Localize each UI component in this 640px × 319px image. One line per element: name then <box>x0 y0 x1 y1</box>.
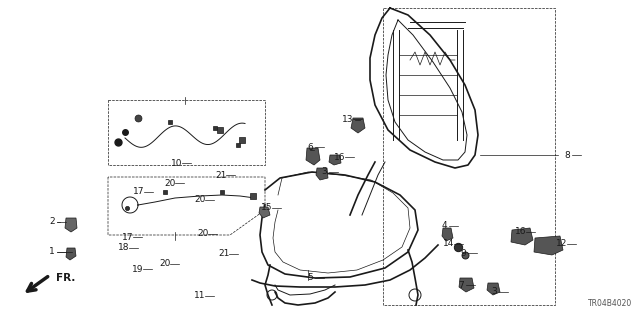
Text: 19: 19 <box>132 264 144 273</box>
Text: 16: 16 <box>515 227 527 236</box>
Text: 9: 9 <box>460 249 466 257</box>
Text: 21: 21 <box>215 170 227 180</box>
Polygon shape <box>487 283 500 295</box>
Text: 17: 17 <box>122 233 134 241</box>
Polygon shape <box>511 228 533 245</box>
Text: 10: 10 <box>172 159 183 167</box>
Text: 12: 12 <box>556 240 568 249</box>
Polygon shape <box>66 248 76 260</box>
Polygon shape <box>329 155 341 165</box>
Text: 21: 21 <box>218 249 230 258</box>
Text: 1: 1 <box>49 248 55 256</box>
Text: 20: 20 <box>195 196 205 204</box>
Polygon shape <box>442 228 453 241</box>
Text: 6: 6 <box>307 143 313 152</box>
Text: 5: 5 <box>307 273 313 283</box>
Text: FR.: FR. <box>56 273 76 283</box>
Polygon shape <box>534 236 563 255</box>
Text: 7: 7 <box>458 280 464 290</box>
Text: 2: 2 <box>49 218 55 226</box>
Text: 18: 18 <box>118 243 130 253</box>
Polygon shape <box>316 168 328 180</box>
Text: 20: 20 <box>197 229 209 239</box>
Polygon shape <box>351 118 365 133</box>
Text: 17: 17 <box>133 188 145 197</box>
Text: TR04B4020: TR04B4020 <box>588 299 632 308</box>
Polygon shape <box>459 278 474 292</box>
Text: 3: 3 <box>491 287 497 296</box>
Text: 3: 3 <box>321 167 327 176</box>
Polygon shape <box>306 148 320 165</box>
Text: 8: 8 <box>564 151 570 160</box>
Text: 20: 20 <box>159 259 171 269</box>
Polygon shape <box>65 218 77 232</box>
Text: 4: 4 <box>441 221 447 231</box>
Text: 14: 14 <box>444 240 454 249</box>
Polygon shape <box>259 207 270 218</box>
Text: 16: 16 <box>334 152 346 161</box>
Text: 13: 13 <box>342 115 354 123</box>
Text: 20: 20 <box>164 179 176 188</box>
Text: 11: 11 <box>195 292 205 300</box>
Text: 15: 15 <box>261 204 273 212</box>
